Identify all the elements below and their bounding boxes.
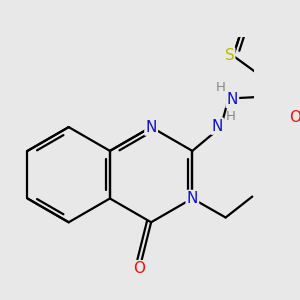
Text: O: O — [289, 110, 300, 125]
Text: S: S — [224, 48, 234, 63]
Text: N: N — [212, 118, 223, 134]
Text: N: N — [146, 120, 157, 135]
Text: H: H — [216, 81, 226, 94]
Text: O: O — [133, 261, 145, 276]
Text: N: N — [226, 92, 238, 107]
Text: H: H — [226, 110, 235, 123]
Text: N: N — [187, 191, 198, 206]
